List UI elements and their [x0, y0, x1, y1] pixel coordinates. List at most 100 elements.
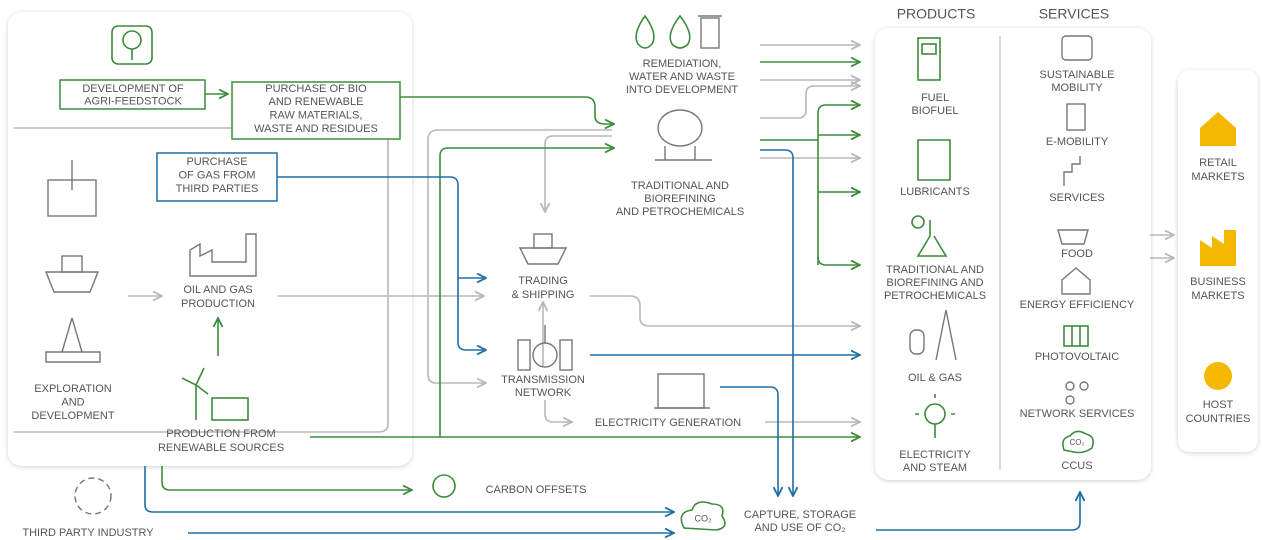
node-label: AGRI-FEEDSTOCK: [84, 95, 182, 107]
well-icon: [47, 160, 97, 217]
flow: [400, 96, 614, 124]
pump-icon: [917, 37, 941, 81]
car-icon: [1061, 35, 1093, 61]
stairs-icon: [1063, 156, 1081, 186]
icon-text: CO₂: [695, 513, 713, 523]
product-label: BIOFUEL: [911, 105, 958, 117]
cloud-icon: [680, 501, 726, 531]
market-label: HOST: [1203, 399, 1234, 411]
node-label: AND PETROCHEMICALS: [616, 206, 744, 218]
node-label: WASTE AND RESIDUES: [254, 123, 378, 135]
can-icon: [917, 139, 951, 181]
charger-icon: [1066, 103, 1086, 131]
node-label: TRADITIONAL AND: [631, 180, 729, 192]
product-label: TRADITIONAL AND: [886, 264, 984, 276]
flow: [427, 129, 612, 383]
icon-text: CO₂: [1069, 438, 1084, 447]
valve-icon: [517, 325, 573, 371]
network-icon: [1065, 381, 1089, 405]
node-label: BIOREFINING: [644, 193, 716, 205]
industry-icon: [74, 477, 112, 515]
bio-box: [231, 81, 401, 140]
service-label: NETWORK SERVICES: [1020, 408, 1135, 420]
product-label: AND STEAM: [903, 462, 967, 474]
market-label: MARKETS: [1191, 290, 1244, 302]
node-label: WATER AND WASTE: [629, 71, 735, 83]
flow: [545, 135, 612, 212]
market-label: RETAIL: [1199, 157, 1237, 169]
oilgas-icon: [909, 309, 957, 361]
product-label: ELECTRICITY: [899, 449, 971, 461]
tree-icon: [111, 25, 153, 65]
plant-icon: [189, 233, 257, 277]
pv-icon: [1063, 325, 1089, 347]
market-label: MARKETS: [1191, 171, 1244, 183]
gas-box: [156, 152, 278, 202]
product-label: FUEL: [921, 92, 949, 104]
node-label: & SHIPPING: [512, 289, 575, 301]
node-label: PRODUCTION FROM: [166, 428, 275, 440]
service-label: PHOTOVOLTAIC: [1035, 351, 1119, 363]
platform-icon: [45, 317, 101, 363]
bulb-icon: [915, 394, 955, 438]
node-label: INTO DEVELOPMENT: [626, 84, 739, 96]
flow: [760, 149, 793, 496]
flow: [144, 466, 674, 512]
node-label: REMEDIATION,: [643, 58, 722, 70]
tank-icon: [654, 373, 710, 409]
business-icon: [1200, 230, 1236, 266]
flow: [760, 86, 860, 119]
market-label: COUNTRIES: [1186, 413, 1251, 425]
flow: [817, 105, 860, 265]
flow: [817, 256, 860, 265]
refinery-icon: [655, 109, 712, 161]
ship-icon: [44, 255, 100, 293]
header: SERVICES: [1039, 6, 1110, 22]
flow: [720, 386, 778, 496]
node-label: DEVELOPMENT: [31, 410, 114, 422]
products-panel: [875, 28, 1151, 480]
node-label: NETWORK: [515, 387, 572, 399]
wind-icon: [181, 367, 249, 421]
flow: [277, 176, 486, 350]
product-label: PETROCHEMICALS: [884, 290, 986, 302]
service-label: E-MOBILITY: [1046, 136, 1109, 148]
flask-icon: [911, 215, 948, 257]
node-label: PRODUCTION: [181, 298, 255, 310]
flow: [161, 466, 412, 490]
node-label: AND RENEWABLE: [269, 96, 364, 108]
trading-icon: [518, 233, 568, 265]
flow: [590, 295, 860, 326]
service-label: SUSTAINABLE: [1040, 69, 1115, 81]
node-label: THIRD PARTIES: [176, 183, 259, 195]
market-label: BUSINESS: [1190, 276, 1246, 288]
node-label: DEVELOPMENT OF: [82, 83, 184, 95]
node-label: EXPLORATION: [34, 383, 111, 395]
node-label: CARBON OFFSETS: [486, 484, 587, 496]
product-label: BIOREFINING AND: [886, 277, 983, 289]
node-label: PURCHASE OF BIO: [265, 83, 367, 95]
node-label: OF GAS FROM: [179, 169, 256, 181]
flow: [876, 492, 1080, 531]
retail-icon: [1200, 112, 1236, 146]
flow: [439, 148, 614, 437]
agri-box: [59, 79, 206, 110]
house-icon: [1061, 267, 1091, 295]
node-label: RENEWABLE SOURCES: [158, 442, 284, 454]
service-label: CCUS: [1061, 460, 1092, 472]
host-icon: [1204, 362, 1232, 390]
node-label: AND USE OF CO₂: [754, 522, 845, 534]
node-label: RAW MATERIALS,: [270, 110, 363, 122]
flows: [14, 45, 1174, 533]
node-label: TRADING: [518, 275, 568, 287]
node-label: TRANSMISSION: [501, 374, 585, 386]
node-label: ELECTRICITY GENERATION: [595, 417, 741, 429]
node-label: THIRD PARTY INDUSTRY: [22, 527, 154, 539]
drops-icon: [635, 14, 691, 49]
product-label: OIL & GAS: [908, 372, 962, 384]
service-label: SERVICES: [1049, 192, 1104, 204]
node-label: PURCHASE: [186, 156, 247, 168]
service-label: ENERGY EFFICIENCY: [1020, 299, 1135, 311]
header: PRODUCTS: [897, 6, 976, 22]
